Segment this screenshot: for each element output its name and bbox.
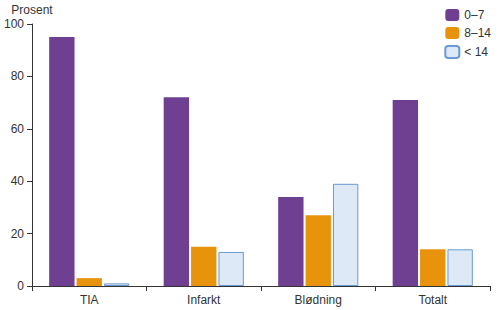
svg-text:60: 60 (11, 122, 25, 136)
svg-text:0–7: 0–7 (464, 8, 484, 22)
svg-text:Infarkt: Infarkt (187, 293, 221, 307)
svg-text:8–14: 8–14 (464, 26, 491, 40)
svg-text:100: 100 (4, 17, 24, 31)
svg-text:40: 40 (11, 174, 25, 188)
svg-text:TIA: TIA (80, 293, 99, 307)
svg-text:Prosent: Prosent (11, 3, 53, 17)
svg-text:20: 20 (11, 227, 25, 241)
svg-text:< 14: < 14 (464, 45, 488, 59)
svg-text:Totalt: Totalt (418, 293, 447, 307)
svg-text:Blødning: Blødning (295, 293, 342, 307)
svg-text:80: 80 (11, 69, 25, 83)
svg-text:0: 0 (17, 279, 24, 293)
